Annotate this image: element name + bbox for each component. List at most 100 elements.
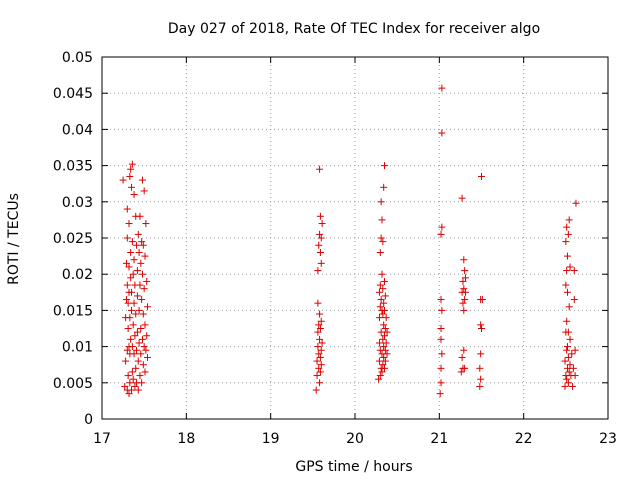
- data-point: [314, 343, 322, 351]
- data-point: [130, 191, 138, 199]
- data-point: [383, 328, 391, 336]
- data-point: [125, 220, 133, 228]
- data-point: [127, 248, 135, 256]
- data-point: [437, 364, 445, 372]
- data-point: [144, 353, 152, 361]
- data-point: [136, 372, 144, 380]
- data-point: [461, 288, 469, 296]
- data-point: [571, 346, 579, 354]
- data-point: [378, 216, 386, 224]
- data-point: [382, 339, 390, 347]
- data-point: [478, 172, 485, 180]
- data-point: [123, 346, 131, 354]
- data-point: [125, 390, 133, 398]
- data-point: [132, 310, 140, 318]
- data-point: [564, 230, 572, 238]
- data-point: [128, 343, 136, 351]
- data-point: [460, 285, 468, 293]
- data-point: [139, 310, 147, 318]
- data-point: [137, 259, 145, 267]
- data-point: [382, 314, 390, 322]
- y-tick-label: 0.025: [53, 231, 93, 247]
- data-point: [138, 176, 146, 184]
- data-point: [131, 332, 139, 340]
- data-point: [381, 325, 389, 332]
- y-axis-title: ROTI / TECUs: [6, 193, 22, 285]
- data-point: [133, 328, 141, 336]
- data-point: [129, 375, 137, 383]
- data-point: [312, 386, 320, 394]
- data-point: [375, 375, 383, 383]
- data-point: [564, 328, 572, 336]
- data-point: [126, 379, 134, 387]
- y-tick-label: 0: [84, 412, 93, 428]
- data-point: [478, 296, 486, 304]
- data-point: [316, 310, 324, 318]
- data-point: [315, 364, 323, 372]
- data-point: [140, 187, 148, 195]
- data-point: [376, 303, 384, 311]
- data-point: [570, 267, 578, 275]
- data-point: [316, 165, 324, 173]
- data-point: [381, 357, 389, 365]
- data-point: [315, 241, 323, 249]
- data-point: [380, 321, 388, 329]
- data-point: [127, 165, 135, 173]
- y-tick-label: 0.01: [62, 340, 93, 356]
- data-point: [133, 292, 141, 300]
- y-tick-label: 0.04: [62, 122, 93, 138]
- data-point: [316, 353, 324, 361]
- data-point: [317, 259, 325, 267]
- data-point: [459, 299, 467, 307]
- data-point: [119, 176, 127, 184]
- data-point: [315, 350, 323, 358]
- data-point: [377, 198, 385, 206]
- data-point: [378, 270, 386, 278]
- data-point: [562, 238, 570, 246]
- data-point: [436, 390, 444, 398]
- data-point: [143, 332, 151, 340]
- data-point: [128, 386, 136, 394]
- data-point: [563, 346, 571, 354]
- data-point: [380, 343, 388, 351]
- data-point: [379, 310, 387, 318]
- data-point: [317, 361, 325, 369]
- data-point: [313, 357, 321, 365]
- data-point: [140, 343, 148, 351]
- data-point: [380, 353, 388, 361]
- data-point: [565, 303, 573, 311]
- data-point: [460, 256, 468, 264]
- data-point: [478, 325, 485, 332]
- data-point: [122, 259, 130, 267]
- data-point: [141, 321, 149, 329]
- data-point: [139, 241, 147, 249]
- data-point: [122, 357, 130, 365]
- y-tick-label: 0.015: [53, 303, 93, 319]
- x-tick-label: 20: [346, 431, 364, 447]
- data-points: [119, 84, 580, 398]
- y-tick-label: 0.035: [53, 159, 93, 175]
- axis-ticks: [101, 56, 609, 420]
- data-point: [437, 335, 445, 343]
- x-tick-label: 21: [430, 431, 448, 447]
- data-point: [459, 277, 467, 285]
- data-point: [135, 248, 143, 256]
- data-point: [566, 361, 574, 369]
- data-point: [381, 306, 389, 314]
- data-point: [376, 372, 384, 380]
- data-point: [437, 325, 445, 332]
- data-point: [438, 84, 446, 92]
- data-point: [318, 220, 326, 228]
- data-point: [381, 292, 389, 300]
- data-point: [477, 375, 485, 383]
- data-point: [128, 183, 136, 191]
- data-point: [476, 364, 484, 372]
- data-point: [381, 162, 389, 170]
- data-point: [126, 314, 134, 322]
- data-point: [457, 368, 465, 376]
- data-point: [317, 346, 325, 354]
- data-point: [317, 317, 325, 325]
- data-point: [134, 386, 142, 394]
- data-point: [569, 364, 577, 372]
- x-axis-title: GPS time / hours: [295, 459, 412, 475]
